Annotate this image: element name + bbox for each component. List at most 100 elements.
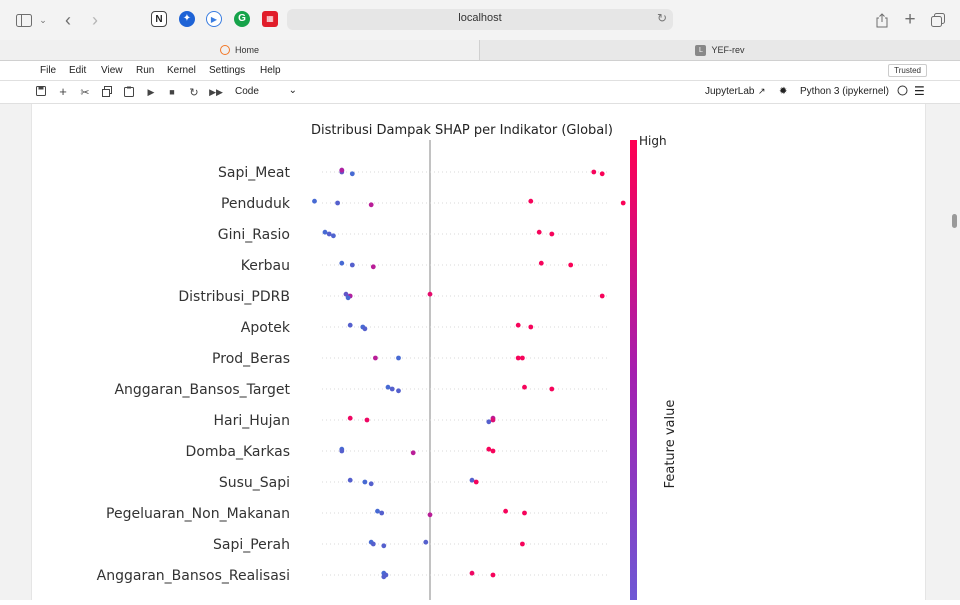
shap-point (349, 171, 355, 177)
shap-point (362, 479, 368, 485)
shap-point (599, 293, 605, 299)
shap-point (423, 539, 429, 545)
stop-icon[interactable]: ■ (169, 87, 175, 97)
jupyter-icon (219, 45, 230, 55)
shap-point (520, 355, 525, 361)
shap-point (490, 417, 496, 423)
tab-label: YEF-rev (711, 45, 745, 55)
shap-point (522, 510, 527, 516)
feature-label: Hari_Hujan (214, 413, 291, 429)
shap-point (385, 384, 391, 390)
shap-point (370, 264, 376, 270)
shap-point (339, 448, 345, 454)
feature-label: Susu_Sapi (219, 475, 290, 491)
feature-label: Gini_Rasio (218, 227, 290, 243)
compass-icon[interactable]: ✦ (179, 11, 195, 27)
forward-icon[interactable]: › (92, 9, 98, 30)
shap-point (373, 355, 378, 361)
sidebar-toggle-icon[interactable] (14, 9, 34, 31)
feature-label: Apotek (241, 320, 291, 336)
colorbar (630, 140, 637, 605)
reload-icon[interactable]: ↻ (656, 11, 667, 25)
shap-point (368, 481, 374, 487)
shap-point (427, 291, 433, 297)
shap-point (335, 200, 340, 206)
page-scrollbar[interactable] (952, 214, 957, 228)
url-text: localhost (458, 12, 502, 24)
shap-point (486, 419, 492, 425)
insert-cell-icon[interactable]: + (59, 84, 67, 99)
menu-run[interactable]: Run (136, 65, 155, 76)
shap-point (339, 260, 345, 266)
colorbar-high-label: High (639, 134, 667, 148)
back-icon[interactable]: ‹ (65, 9, 71, 30)
menu-kernel[interactable]: Kernel (167, 65, 196, 76)
tab-bar: Home L YEF-rev (0, 40, 960, 61)
shap-point (331, 233, 336, 239)
menu-icon[interactable]: ☰ (914, 84, 925, 98)
shap-point (528, 324, 534, 330)
feature-label: Sapi_Perah (213, 537, 290, 553)
shap-point (469, 570, 475, 576)
shap-point (503, 508, 508, 514)
shap-point (410, 450, 416, 456)
shap-point (326, 231, 332, 237)
grammarly-icon[interactable]: G (234, 11, 250, 27)
shap-point (538, 260, 544, 266)
run-icon[interactable]: ▶ (147, 87, 155, 97)
chart-title: Distribusi Dampak SHAP per Indikator (Gl… (311, 123, 613, 138)
chevron-down-icon: ⌄ (288, 85, 297, 96)
tab-yef-rev[interactable]: L YEF-rev (480, 40, 960, 60)
shap-point (515, 355, 521, 361)
shap-point (490, 572, 496, 578)
save-icon[interactable] (34, 86, 48, 99)
menu-settings[interactable]: Settings (209, 65, 246, 76)
extension-icon[interactable]: ▦ (262, 11, 278, 27)
shap-point (312, 198, 317, 204)
tab-home[interactable]: Home (0, 40, 480, 60)
cell-type-value: Code (235, 86, 259, 97)
tab-favicon-icon: L (695, 44, 707, 56)
share-icon[interactable] (874, 9, 890, 31)
browser-titlebar: ⌄ ‹ › N ✦ ▶ G ▦ localhost ↻ + (0, 0, 960, 40)
notion-icon[interactable]: N (151, 11, 167, 27)
play-icon[interactable]: ▶ (206, 11, 222, 27)
fast-forward-icon[interactable]: ▶▶ (209, 87, 223, 97)
menu-view[interactable]: View (101, 65, 123, 76)
menu-bar: File Edit View Run Kernel Settings Help … (0, 61, 960, 81)
tab-overview-icon[interactable] (930, 9, 946, 31)
feature-label: Pegeluaran_Non_Makanan (106, 506, 290, 522)
open-jupyterlab-link[interactable]: JupyterLab (705, 86, 755, 97)
external-link-icon[interactable]: ↗ (758, 86, 766, 96)
cell-type-select[interactable]: Code ⌄ (235, 85, 297, 97)
feature-label: Sapi_Meat (218, 165, 291, 181)
restart-icon[interactable]: ↻ (189, 87, 199, 99)
menu-file[interactable]: File (40, 65, 57, 76)
shap-point (349, 262, 355, 268)
shap-point (381, 574, 387, 580)
chevron-down-icon[interactable]: ⌄ (39, 14, 47, 25)
trusted-badge[interactable]: Trusted (888, 64, 927, 77)
shap-point (591, 169, 597, 175)
menu-help[interactable]: Help (260, 65, 281, 76)
menu-edit[interactable]: Edit (69, 65, 87, 76)
shap-point (520, 541, 525, 547)
address-bar[interactable]: localhost ↻ (287, 9, 673, 30)
shap-point (339, 167, 345, 173)
colorbar-label: Feature value (663, 400, 678, 489)
tab-label: Home (234, 45, 259, 55)
shap-point (396, 388, 401, 394)
notebook-toolbar: + ✂ ▶ ■ ↻ ▶▶ Code ⌄ JupyterLab ↗ ✹ Pytho… (0, 82, 960, 104)
copy-icon[interactable] (100, 86, 114, 100)
shap-point (347, 477, 353, 483)
feature-label: Domba_Karkas (186, 444, 290, 460)
new-tab-icon[interactable]: + (904, 9, 916, 30)
kernel-name[interactable]: Python 3 (ipykernel) (800, 86, 889, 97)
shap-point (364, 417, 370, 423)
notebook-area: High Feature value Distribusi Dampak SHA… (0, 104, 960, 605)
shap-point (379, 510, 385, 516)
debugger-icon[interactable]: ✹ (779, 86, 788, 97)
paste-icon[interactable] (122, 86, 136, 100)
shap-point (368, 202, 374, 208)
cut-icon[interactable]: ✂ (80, 87, 90, 99)
